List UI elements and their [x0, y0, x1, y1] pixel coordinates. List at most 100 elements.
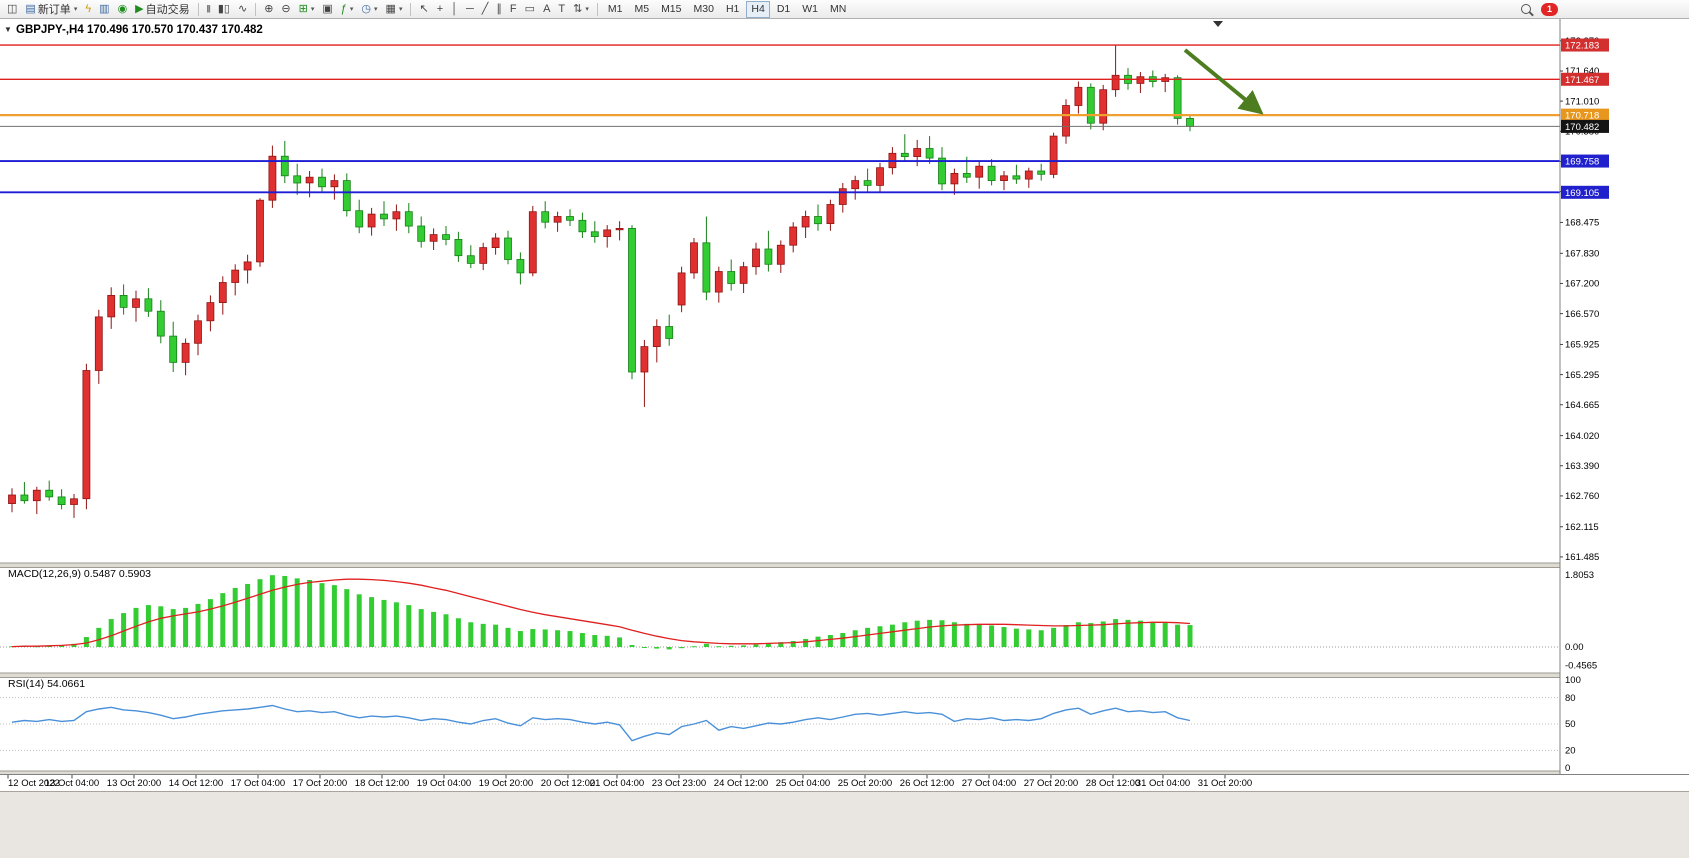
time-axis-label: 23 Oct 23:00: [652, 778, 706, 789]
one-click-trading-toggle-icon[interactable]: ▼: [4, 25, 12, 34]
periods-button[interactable]: ◷ ▾: [357, 0, 381, 18]
candle: [516, 259, 525, 274]
price-axis[interactable]: [1560, 19, 1689, 774]
cascade-windows-button[interactable]: ▣: [318, 0, 336, 18]
candle: [1186, 118, 1194, 127]
price-line-label-text: 170.718: [1565, 111, 1599, 122]
macd-histogram-bar: [71, 643, 77, 647]
panel-separator[interactable]: [0, 563, 1689, 568]
zoom-out-button[interactable]: ⊖: [277, 0, 294, 18]
macd-histogram-bar: [406, 605, 412, 647]
timeframe-button-W1[interactable]: W1: [802, 2, 818, 15]
price-axis-label: 162.115: [1565, 522, 1599, 533]
candle: [628, 227, 636, 373]
macd-histogram-bar: [9, 646, 15, 648]
metaeditor-icon: ◉: [117, 3, 128, 15]
panel-separator[interactable]: [0, 673, 1689, 678]
macd-histogram-bar: [269, 575, 275, 647]
panel-separator[interactable]: [0, 771, 1689, 775]
chart-bars-button[interactable]: |||: [203, 0, 214, 18]
crosshair-button[interactable]: +: [433, 0, 447, 18]
templates-icon: ▦: [385, 3, 396, 15]
macd-histogram-bar: [1063, 625, 1069, 647]
arrows-button[interactable]: ⇅ ▾: [569, 0, 593, 18]
price-line-label: [1561, 38, 1609, 52]
market-watch-button[interactable]: ▥: [95, 0, 113, 18]
chevron-down-icon: ▾: [310, 6, 315, 13]
price-axis-label: 171.010: [1565, 96, 1599, 107]
candle: [1000, 175, 1008, 182]
time-axis-label: 20 Oct 12:00: [541, 778, 595, 789]
chevron-down-icon: ▾: [374, 6, 378, 13]
new-order-icon: ▤: [25, 3, 36, 15]
candle: [950, 172, 959, 185]
autotrading-button[interactable]: ▶ 自动交易: [131, 0, 193, 18]
templates-button[interactable]: ▦ ▾: [382, 0, 407, 18]
candle: [119, 294, 128, 308]
text-label-icon: T: [558, 3, 566, 15]
channel-button[interactable]: ∥: [492, 0, 506, 18]
time-axis-label: 19 Oct 04:00: [417, 778, 471, 789]
timeframe-button-M15[interactable]: M15: [661, 2, 682, 15]
time-axis-label: 27 Oct 04:00: [962, 778, 1016, 789]
candle: [243, 261, 252, 271]
indicators-button[interactable]: ƒ ▾: [337, 0, 358, 18]
notification-badge[interactable]: 1: [1541, 2, 1558, 16]
macd-histogram-bar: [331, 585, 337, 647]
text-label-button[interactable]: T: [554, 0, 569, 18]
macd-histogram-bar: [840, 633, 846, 647]
time-axis-label: 17 Oct 20:00: [293, 778, 347, 789]
candle: [367, 213, 376, 228]
chart-line-button[interactable]: ∿: [234, 0, 251, 18]
zoom-in-icon: ⊕: [264, 3, 274, 15]
chart-background[interactable]: [0, 19, 1689, 858]
shapes-button[interactable]: ▭: [521, 0, 539, 18]
zoom-in-button[interactable]: ⊕: [260, 0, 277, 18]
fibonacci-icon: F: [509, 3, 517, 15]
new-chart-button[interactable]: ◫: [3, 0, 21, 18]
price-axis-label: 161.485: [1565, 552, 1599, 563]
trend-arrow-annotation[interactable]: [1183, 48, 1264, 115]
toolbar-separator: [255, 2, 257, 16]
metaeditor-button[interactable]: ◉: [114, 0, 132, 18]
vertical-line-button[interactable]: │: [447, 0, 462, 18]
candle: [566, 216, 574, 221]
candle: [380, 213, 388, 220]
cursor-button[interactable]: ↖: [415, 0, 432, 18]
candle: [776, 244, 785, 265]
timeframe-button-M5[interactable]: M5: [634, 2, 650, 15]
macd-histogram-bar: [654, 647, 660, 649]
timeframe-button-M30[interactable]: M30: [693, 2, 714, 15]
rsi-axis-label: 0: [1565, 763, 1570, 774]
chart-title-ohlc: GBPJPY-,H4 170.496 170.570 170.437 170.4…: [16, 24, 263, 36]
candle: [1062, 105, 1070, 137]
fibonacci-button[interactable]: F: [506, 0, 521, 18]
macd-histogram-bar: [1162, 623, 1168, 647]
macd-histogram-bar: [344, 589, 350, 647]
trendline-button[interactable]: ╱: [478, 0, 493, 18]
timeframe-button-H1[interactable]: H1: [725, 2, 740, 15]
market-watch-icon: ▥: [99, 3, 110, 15]
tile-windows-button[interactable]: ⊞ ▾: [295, 0, 319, 18]
timeframe-button-M1[interactable]: M1: [607, 2, 623, 15]
horizontal-line-button[interactable]: ─: [462, 0, 478, 18]
macd-histogram-bar: [939, 620, 945, 647]
macd-histogram-bar: [579, 633, 585, 647]
mql-wizard-button[interactable]: ϟ: [81, 0, 95, 18]
candle: [1049, 135, 1058, 175]
chart-shift-marker[interactable]: [1213, 21, 1223, 27]
candle: [256, 199, 264, 263]
timeframe-button-H4[interactable]: H4: [746, 0, 770, 18]
search-icon[interactable]: [1521, 4, 1531, 14]
text-tool-icon: A: [543, 3, 551, 15]
candle: [789, 226, 798, 246]
timeframe-button-MN[interactable]: MN: [830, 2, 847, 15]
new-order-button[interactable]: ▤ 新订单 ▾: [21, 0, 81, 18]
candle: [107, 294, 116, 318]
text-button[interactable]: A: [539, 0, 554, 18]
candles-chart-icon: ▮▯: [217, 3, 230, 15]
chart-candles-button[interactable]: ▮▯: [214, 0, 234, 18]
timeframe-button-D1[interactable]: D1: [776, 2, 791, 15]
